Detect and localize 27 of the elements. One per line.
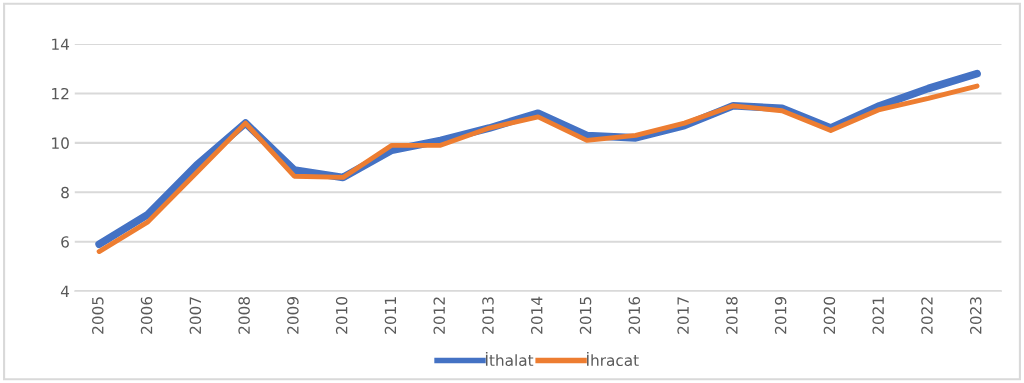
- x-tick-label: 2012: [433, 297, 445, 334]
- y-tick-label: 10: [52, 137, 69, 149]
- x-tick-label: 2015: [579, 297, 592, 334]
- x-tick-label: 2016: [628, 296, 641, 334]
- y-tick-label: 8: [61, 186, 69, 199]
- x-tick-label: 2010: [335, 296, 348, 334]
- x-tick-label: 2005: [92, 297, 104, 334]
- x-tick-label: 2018: [726, 296, 738, 334]
- x-tick-label: 2020: [823, 296, 836, 334]
- x-tick-label: 2006: [140, 296, 153, 334]
- x-tick-label: 2023: [969, 297, 982, 334]
- x-tick-label: 2013: [482, 297, 494, 334]
- y-tick-label: 12: [52, 87, 69, 100]
- x-tick-label: 2019: [774, 297, 787, 334]
- y-tick-label: 14: [52, 38, 70, 50]
- y-tick-label: 6: [61, 236, 69, 248]
- y-tick-label: 4: [60, 285, 70, 297]
- x-tick-label: 2022: [921, 297, 933, 334]
- x-tick-label: 2021: [872, 297, 884, 334]
- x-tick-label: 2007: [189, 297, 202, 334]
- x-tick-label: 2017: [677, 297, 689, 334]
- x-tick-label: 2008: [238, 296, 250, 334]
- x-tick-label: 2011: [384, 297, 397, 334]
- legend-label: İthalat: [485, 351, 534, 367]
- x-tick-label: 2014: [530, 296, 543, 334]
- x-tick-label: 2009: [287, 297, 299, 334]
- legend-label: İhracat: [587, 351, 639, 367]
